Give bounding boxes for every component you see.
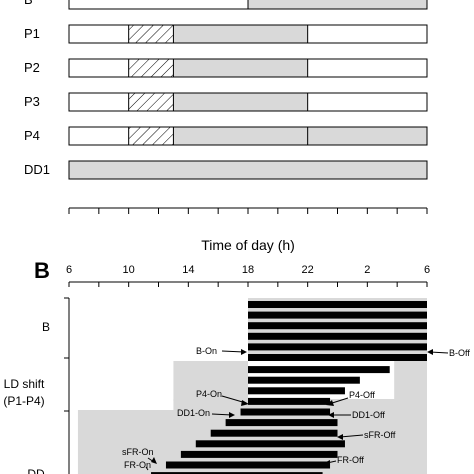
schedule-row: P4 <box>24 126 428 146</box>
activity-bar <box>240 408 331 416</box>
annotation-b-off: B-Off <box>449 348 470 358</box>
row-outline <box>68 126 428 146</box>
light-segment <box>69 0 248 9</box>
group-label-p1-p4: (P1-P4) <box>3 394 44 408</box>
hatched-segment <box>128 25 174 43</box>
light-segment <box>307 59 427 77</box>
activity-bar <box>195 440 345 448</box>
annotation-sfr-off: sFR-Off <box>364 430 396 440</box>
light-segment <box>69 59 129 77</box>
annotation-dd1-on: DD1-On <box>177 408 210 418</box>
activity-bar <box>151 472 323 474</box>
shaded-segment <box>173 127 427 145</box>
hatched-segment <box>128 127 174 145</box>
shaded-segment <box>69 161 427 179</box>
schedule-row: DD1 <box>24 160 428 180</box>
annotation-dd1-off: DD1-Off <box>352 410 385 420</box>
annotation-fr-on: FR-On <box>124 460 151 470</box>
light-segment <box>69 25 129 43</box>
shade-ld <box>173 361 248 401</box>
activity-bar <box>248 311 427 319</box>
shaded-segment <box>248 0 427 9</box>
light-segment <box>307 93 427 111</box>
shaded-segment <box>173 25 308 43</box>
tick-label: 14 <box>182 264 194 276</box>
panel-b-letter: B <box>34 258 50 283</box>
hatched-segment <box>128 93 174 111</box>
row-label: P4 <box>24 128 40 143</box>
panel-b-bars <box>151 301 427 474</box>
schedule-row: P1 <box>24 24 428 44</box>
group-label-dd: DD <box>27 467 45 474</box>
activity-bar <box>248 387 345 395</box>
light-segment <box>307 25 427 43</box>
group-label-ld-shift: LD shift <box>4 377 45 391</box>
row-outline <box>68 24 428 44</box>
tick-label: 6 <box>66 264 72 276</box>
activity-bar <box>248 343 427 351</box>
panel-b-tick-labels: 6 10 14 18 22 2 6 <box>66 264 430 276</box>
schedule-row: P3 <box>24 92 428 112</box>
annotation-fr-off: FR-Off <box>337 455 364 465</box>
annotation-p4-off: P4-Off <box>349 390 375 400</box>
activity-bar <box>248 376 360 384</box>
light-segment <box>69 93 129 111</box>
row-outline <box>68 58 428 78</box>
row-outline <box>68 92 428 112</box>
activity-bar <box>248 301 427 308</box>
row-label: P3 <box>24 94 40 109</box>
row-label: P1 <box>24 26 40 41</box>
group-label-b: B <box>42 320 50 334</box>
annotation-p4-on: P4-On <box>196 389 222 399</box>
activity-bar <box>225 419 338 427</box>
light-segment <box>69 127 129 145</box>
row-label: DD1 <box>24 162 50 177</box>
row-outline <box>68 0 428 10</box>
activity-bar <box>248 366 390 374</box>
annotation-b-on: B-On <box>196 346 217 356</box>
annotation-sfr-on: sFR-On <box>122 447 154 457</box>
shaded-segment <box>173 93 308 111</box>
schedule-row: P2 <box>24 58 428 78</box>
tick-label: 6 <box>424 264 430 276</box>
annotations: B-On B-Off P4-On P4-Off DD1-On DD1-Off s… <box>122 346 470 471</box>
row-outline <box>68 160 428 180</box>
activity-bar <box>180 450 338 458</box>
tick-label: 18 <box>242 264 254 276</box>
shaded-segment <box>173 59 308 77</box>
panel-a-axis <box>68 207 428 214</box>
activity-bar <box>210 429 338 437</box>
tick-label: 10 <box>123 264 135 276</box>
hatched-segment <box>128 59 174 77</box>
row-label: B <box>24 0 33 7</box>
activity-bar <box>248 332 427 340</box>
tick-label: 22 <box>302 264 314 276</box>
schedule-row: B <box>24 0 428 10</box>
row-label: P2 <box>24 60 40 75</box>
activity-bar <box>248 354 427 361</box>
activity-bar <box>165 461 331 469</box>
panel-b-left-axis <box>64 297 70 474</box>
axis-title: Time of day (h) <box>201 237 295 253</box>
activity-bar <box>248 397 331 405</box>
tick-label: 2 <box>364 264 370 276</box>
activity-bar <box>248 322 427 330</box>
panel-a-rows: B P1 P2 P3 P4 DD1 <box>24 0 428 180</box>
